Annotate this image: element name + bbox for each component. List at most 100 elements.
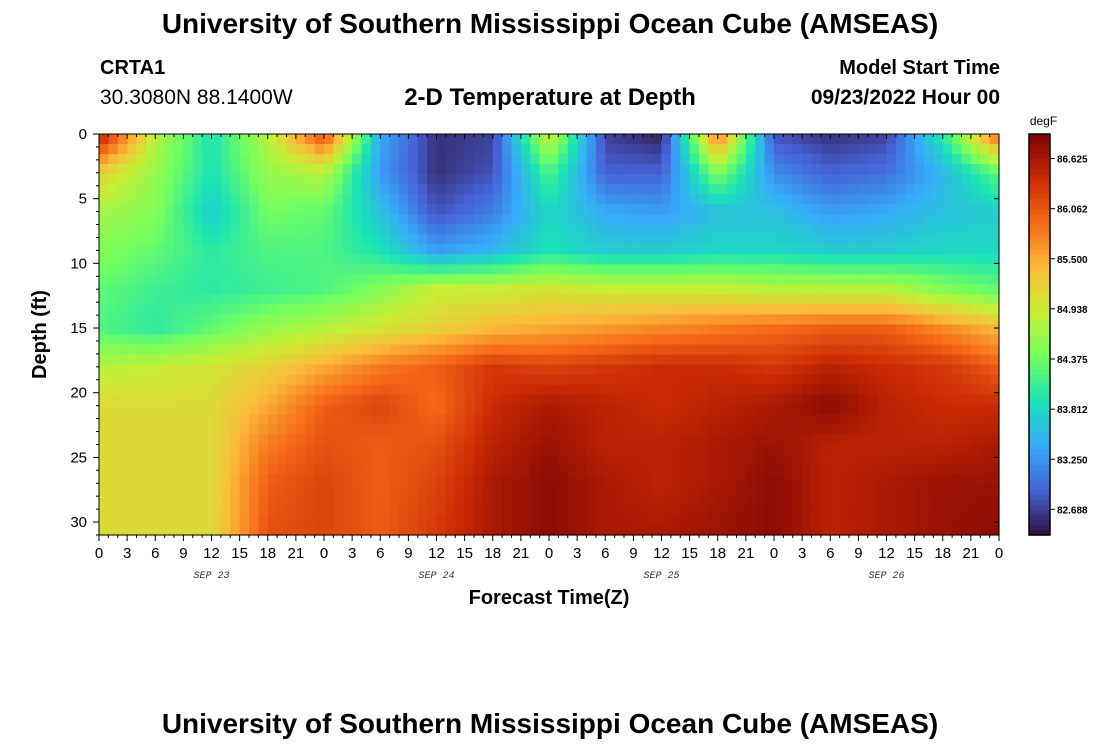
heatmap-cell — [370, 194, 381, 205]
heatmap-cell — [220, 444, 231, 456]
heatmap-cell — [858, 374, 869, 386]
heatmap-cell — [136, 224, 147, 235]
heatmap-cell — [745, 434, 756, 446]
heatmap-cell — [220, 304, 231, 316]
heatmap-cell — [192, 174, 203, 185]
heatmap-cell — [652, 264, 663, 275]
heatmap-cell — [877, 134, 888, 145]
heatmap-cell — [249, 154, 259, 165]
heatmap-cell — [530, 284, 541, 296]
heatmap-cell — [342, 204, 353, 215]
heatmap-cell — [539, 454, 550, 466]
heatmap-cell — [708, 444, 719, 456]
heatmap-cell — [952, 404, 963, 416]
heatmap-cell — [324, 284, 334, 296]
heatmap-cell — [877, 214, 888, 225]
heatmap-cell — [661, 504, 672, 516]
heatmap-cell — [717, 354, 728, 366]
heatmap-cell — [905, 404, 916, 416]
heatmap-cell — [680, 484, 691, 496]
heatmap-cell — [830, 484, 841, 496]
heatmap-cell — [174, 374, 184, 386]
heatmap-cell — [830, 164, 841, 175]
heatmap-cell — [830, 204, 841, 215]
heatmap-cell — [595, 404, 606, 416]
heatmap-cell — [492, 204, 503, 215]
heatmap-cell — [277, 154, 288, 165]
heatmap-cell — [745, 444, 756, 456]
heatmap-cell — [295, 314, 306, 326]
heatmap-cell — [689, 344, 700, 356]
heatmap-cell — [849, 424, 859, 436]
heatmap-cell — [708, 254, 719, 265]
heatmap-cell — [202, 474, 213, 486]
heatmap-cell — [417, 504, 428, 516]
heatmap-cell — [699, 204, 709, 215]
heatmap-cell — [417, 264, 428, 275]
heatmap-cell — [492, 444, 503, 456]
heatmap-cell — [277, 264, 288, 275]
heatmap-cell — [342, 354, 353, 366]
heatmap-cell — [642, 164, 653, 175]
heatmap-cell — [174, 334, 184, 346]
heatmap-cell — [689, 514, 700, 526]
heatmap-cell — [352, 304, 363, 316]
heatmap-cell — [736, 134, 747, 145]
heatmap-cell — [989, 454, 1000, 466]
heatmap-cell — [324, 224, 334, 235]
heatmap-cell — [164, 204, 175, 215]
heatmap-cell — [670, 454, 681, 466]
heatmap-cell — [905, 314, 916, 326]
heatmap-cell — [830, 424, 841, 436]
heatmap-cell — [380, 434, 391, 446]
heatmap-cell — [127, 314, 138, 326]
colorbar-swatch — [1029, 254, 1050, 260]
heatmap-cell — [942, 504, 953, 516]
heatmap-cell — [727, 414, 738, 426]
heatmap-cell — [145, 494, 156, 506]
heatmap-cell — [952, 244, 963, 255]
heatmap-cell — [174, 474, 184, 486]
heatmap-cell — [764, 444, 775, 456]
heatmap-cell — [905, 484, 916, 496]
x-tick-label: 18 — [934, 545, 951, 562]
heatmap-cell — [942, 194, 953, 205]
heatmap-cell — [924, 424, 934, 436]
heatmap-cell — [689, 234, 700, 245]
heatmap-cell — [483, 394, 494, 406]
heatmap-cell — [99, 484, 109, 496]
heatmap-cell — [361, 164, 372, 175]
heatmap-cell — [886, 354, 897, 366]
heatmap-cell — [989, 204, 1000, 215]
heatmap-cell — [202, 454, 213, 466]
heatmap-cell — [577, 214, 588, 225]
heatmap-cell — [445, 504, 456, 516]
heatmap-cell — [689, 304, 700, 316]
heatmap-cell — [117, 164, 128, 175]
heatmap-cell — [558, 154, 569, 165]
heatmap-cell — [764, 464, 775, 476]
heatmap-cell — [867, 304, 878, 316]
heatmap-cell — [605, 254, 616, 265]
heatmap-cell — [811, 384, 822, 396]
heatmap-cell — [145, 134, 156, 145]
heatmap-cell — [230, 284, 241, 296]
heatmap-cell — [867, 364, 878, 376]
heatmap-cell — [492, 424, 503, 436]
heatmap-cell — [333, 144, 344, 155]
heatmap-cell — [952, 284, 963, 296]
heatmap-cell — [211, 274, 222, 285]
heatmap-cell — [483, 414, 494, 426]
heatmap-cell — [464, 414, 475, 426]
heatmap-cell — [877, 274, 888, 285]
heatmap-cell — [670, 384, 681, 396]
heatmap-cell — [530, 204, 541, 215]
heatmap-cell — [352, 484, 363, 496]
heatmap-cell — [989, 444, 1000, 456]
heatmap-cell — [549, 144, 559, 155]
heatmap-cell — [305, 374, 316, 386]
heatmap-cell — [417, 474, 428, 486]
heatmap-cell — [277, 374, 288, 386]
heatmap-cell — [530, 144, 541, 155]
x-tick-label: 9 — [179, 545, 187, 562]
